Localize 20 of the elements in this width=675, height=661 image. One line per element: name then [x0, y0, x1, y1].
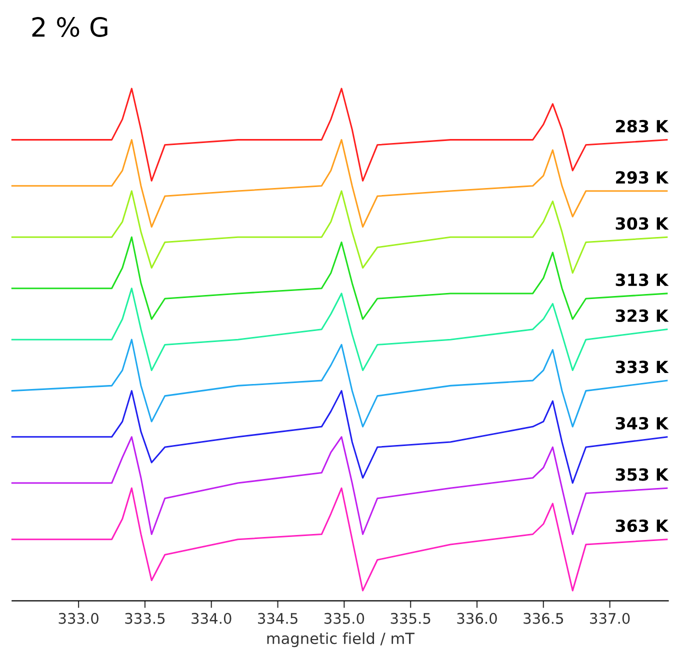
x-tick-label: 337.0	[590, 612, 630, 624]
series-label: 363 K	[616, 519, 669, 532]
series-label: 333 K	[616, 360, 669, 374]
x-tick-label: 334.5	[258, 612, 298, 624]
x-tick-label: 333.5	[125, 612, 165, 624]
series-label: 293 K	[616, 171, 669, 184]
series-label: 353 K	[616, 468, 669, 481]
series-label: 323 K	[616, 309, 669, 322]
x-tick-label: 333.0	[58, 612, 98, 624]
series-label: 283 K	[616, 120, 669, 132]
x-tick-label: 334.0	[192, 612, 232, 624]
x-tick-label: 336.0	[457, 612, 497, 624]
x-axis-title: magnetic field / mT	[267, 632, 415, 648]
series-label: 313 K	[616, 274, 669, 286]
x-tick-label: 335.0	[324, 612, 364, 624]
x-tick-label: 335.5	[390, 612, 430, 624]
series-label: 303 K	[616, 217, 669, 230]
x-tick-label: 336.5	[524, 612, 564, 624]
chart-title: 2 % G	[32, 16, 108, 37]
series-label: 343 K	[616, 416, 669, 430]
